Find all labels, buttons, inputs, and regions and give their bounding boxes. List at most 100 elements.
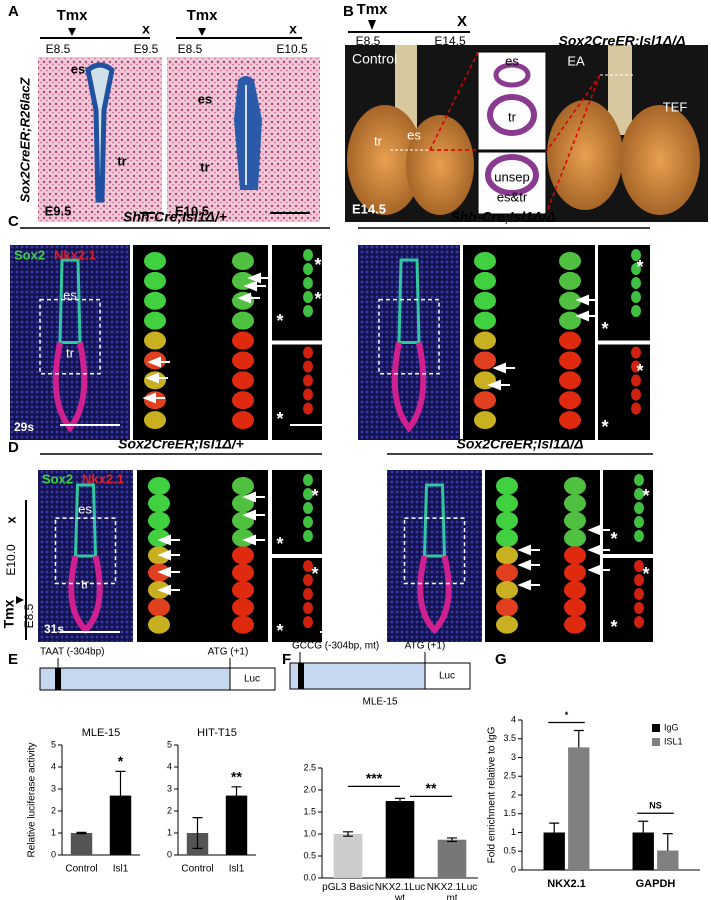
cell: [564, 546, 586, 565]
label: x: [289, 21, 297, 37]
arrow: [243, 280, 266, 292]
arrow: [487, 379, 510, 391]
cell: [564, 615, 586, 634]
bar: [225, 795, 248, 855]
cell: [564, 511, 586, 530]
bar: [70, 833, 93, 855]
label: E14.5: [434, 34, 466, 48]
arrow: [517, 579, 540, 591]
cell: [631, 360, 641, 373]
tube: [391, 341, 427, 433]
label: es&tr: [497, 189, 528, 204]
label: Nkx2.1: [54, 247, 96, 262]
cell: [559, 271, 581, 290]
label: ATG (+1): [208, 647, 249, 658]
cell: [232, 411, 254, 430]
label: Sox2: [14, 247, 45, 262]
y-tick-label: 2: [167, 805, 172, 815]
label: E9.5: [45, 203, 72, 218]
cell: [303, 516, 313, 528]
label: Tmx: [57, 7, 89, 24]
label: D: [8, 439, 19, 456]
y-axis-label: Fold enrichment relative to IgG: [487, 726, 498, 863]
cell: [634, 588, 644, 600]
y-tick-label: 0: [51, 849, 56, 859]
label: es: [505, 53, 519, 68]
cell: [564, 494, 586, 513]
cell: [634, 488, 644, 500]
cell: [496, 494, 518, 513]
x-tick-label: Control: [65, 864, 97, 875]
label: TAAT (-304bp): [40, 647, 104, 658]
cell: [303, 560, 313, 572]
bar: [632, 832, 654, 870]
label: ATG (+1): [405, 641, 446, 652]
cell: [148, 511, 170, 530]
label: Shh-Cre;Isl1Δ/+: [123, 209, 227, 225]
cell: [559, 351, 581, 370]
cell: [474, 271, 496, 290]
label: es: [63, 287, 77, 302]
error-bar: [549, 822, 560, 833]
cell: [474, 411, 496, 430]
cell: [631, 402, 641, 415]
cell: [303, 277, 313, 289]
label: E10.0: [4, 544, 18, 576]
y-tick-label: 4: [51, 761, 56, 771]
bar: [543, 832, 565, 870]
cell: [631, 249, 641, 261]
y-tick-label: 2: [511, 789, 516, 799]
y-tick-label: 4: [167, 761, 172, 771]
cell: [559, 411, 581, 430]
tube: [68, 555, 103, 635]
cell: [634, 502, 644, 514]
cell: [474, 252, 496, 270]
cell: [631, 374, 641, 387]
y-tick-label: 5: [51, 739, 56, 749]
cell: [232, 477, 254, 495]
cell: [474, 351, 496, 370]
cell: [559, 391, 581, 410]
asterisk: *: [276, 534, 283, 554]
cell: [303, 474, 313, 486]
asterisk: *: [314, 289, 321, 309]
cell: [232, 563, 254, 582]
significance: *: [565, 710, 569, 720]
label: Luc: [439, 671, 455, 682]
error-bar: [115, 770, 126, 821]
label: es: [78, 501, 92, 516]
cell: [564, 598, 586, 617]
cell: [564, 477, 586, 495]
cell: [634, 574, 644, 586]
cell: [144, 311, 166, 330]
significance: *: [118, 753, 124, 769]
cell: [303, 360, 313, 373]
cell: [303, 502, 313, 514]
y-tick-label: 3.5: [503, 733, 516, 743]
cell: [303, 374, 313, 387]
label: B: [343, 3, 354, 20]
cell: [496, 546, 518, 565]
cell: [232, 546, 254, 565]
label: E10.5: [175, 203, 209, 218]
label: unsep: [494, 169, 529, 184]
significance: **: [231, 769, 242, 785]
cell: [148, 615, 170, 634]
asterisk: *: [311, 486, 318, 506]
bar: [437, 839, 467, 878]
label: 31s: [44, 622, 64, 636]
arrow: [247, 272, 270, 284]
cell: [559, 371, 581, 390]
label: G: [495, 651, 507, 668]
cell: [631, 277, 641, 289]
image-region: [603, 470, 653, 554]
cell: [148, 477, 170, 495]
error-bar: [231, 786, 242, 805]
y-tick-label: 1: [51, 827, 56, 837]
asterisk: *: [601, 417, 608, 437]
cell: [303, 249, 313, 261]
cell: [303, 402, 313, 415]
arrow: [147, 356, 170, 368]
